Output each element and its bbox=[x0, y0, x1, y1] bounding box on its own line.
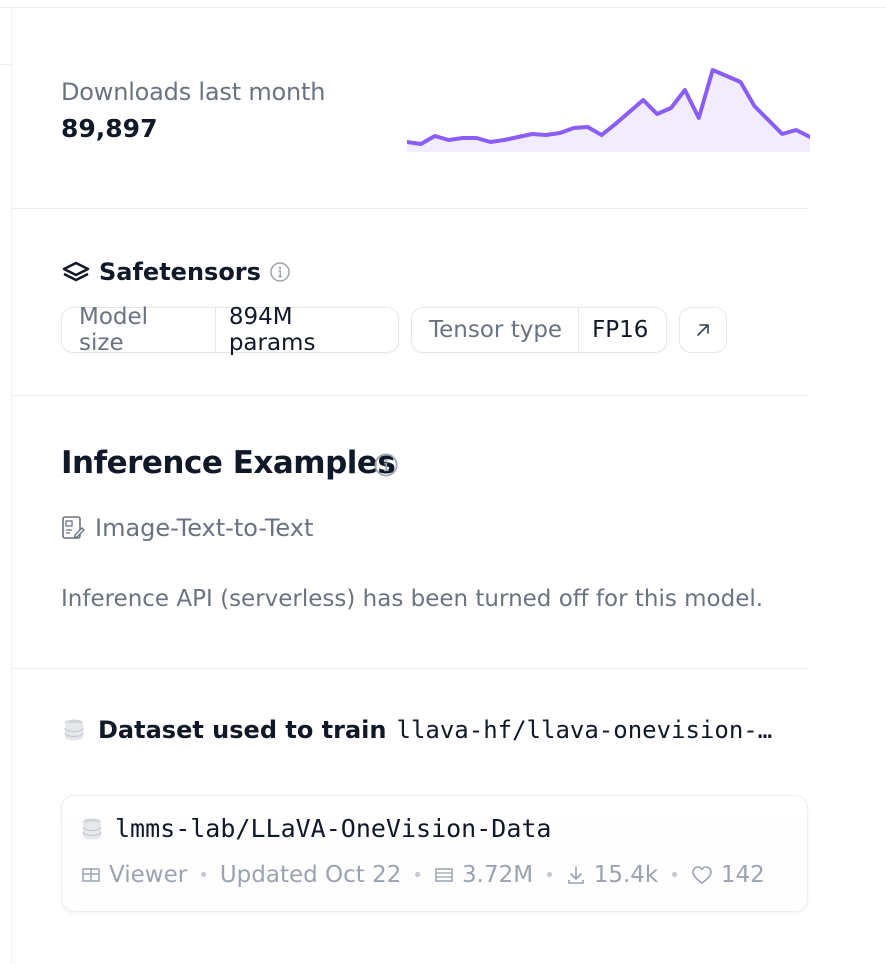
table-icon bbox=[81, 866, 101, 884]
like-count: 142 bbox=[720, 862, 765, 888]
left-stub-divider bbox=[0, 64, 11, 65]
section-divider bbox=[12, 395, 809, 396]
open-safetensors-button[interactable] bbox=[679, 307, 727, 353]
left-divider bbox=[11, 8, 12, 964]
top-divider bbox=[0, 7, 886, 8]
section-divider bbox=[12, 208, 809, 209]
inference-title: Inference Examples bbox=[61, 445, 396, 481]
separator-dot: • bbox=[544, 864, 555, 886]
dataset-name[interactable]: lmms-lab/LLaVA-OneVision-Data bbox=[115, 814, 552, 843]
downloads-count: 89,897 bbox=[61, 114, 158, 143]
download-icon bbox=[566, 865, 586, 885]
info-icon[interactable] bbox=[269, 261, 291, 283]
pipeline-tag-label: Image-Text-to-Text bbox=[95, 514, 314, 542]
heart-icon bbox=[691, 865, 713, 885]
tensor-type-label: Tensor type bbox=[412, 308, 580, 352]
model-size-pill[interactable]: Model size 894M params bbox=[61, 304, 399, 356]
dataset-header: Dataset used to train llava-hf/llava-one… bbox=[63, 716, 772, 744]
inference-status-text: Inference API (serverless) has been turn… bbox=[61, 586, 764, 612]
database-icon bbox=[64, 719, 84, 741]
section-divider bbox=[12, 668, 809, 669]
tensor-type-pill[interactable]: Tensor type FP16 bbox=[411, 307, 667, 353]
viewer-label: Viewer bbox=[109, 862, 188, 888]
safetensors-header: Safetensors bbox=[61, 256, 291, 288]
model-id: llava-hf/llava-onevision-… bbox=[396, 716, 773, 744]
dataset-card[interactable]: lmms-lab/LLaVA-OneVision-Data Viewer • U… bbox=[61, 795, 808, 912]
dataset-title-row: lmms-lab/LLaVA-OneVision-Data bbox=[81, 814, 552, 843]
safetensors-title: Safetensors bbox=[99, 258, 261, 286]
tensor-type-value: FP16 bbox=[592, 317, 649, 343]
pipeline-tag[interactable]: Image-Text-to-Text bbox=[61, 514, 313, 542]
model-size-label: Model size bbox=[62, 304, 216, 356]
database-icon bbox=[82, 818, 102, 839]
layers-icon bbox=[62, 261, 90, 282]
sparkline-area bbox=[407, 70, 810, 152]
model-size-value: 894M params bbox=[228, 304, 316, 356]
row-count: 3.72M bbox=[462, 862, 534, 888]
rows-icon bbox=[434, 866, 454, 884]
sparkline-line bbox=[407, 68, 810, 146]
downloads-label: Downloads last month bbox=[61, 78, 326, 106]
separator-dot: • bbox=[669, 864, 680, 886]
dataset-heading: Dataset used to train bbox=[98, 716, 387, 744]
download-count: 15.4k bbox=[593, 862, 659, 888]
info-icon[interactable] bbox=[373, 452, 399, 478]
arrow-up-right-icon bbox=[697, 324, 709, 336]
image-text-icon bbox=[62, 516, 85, 539]
updated-date: Updated Oct 22 bbox=[219, 862, 402, 888]
separator-dot: • bbox=[198, 864, 209, 886]
downloads-sparkline bbox=[407, 68, 810, 152]
dataset-meta: Viewer • Updated Oct 22 • 3.72M • 15.4k … bbox=[81, 862, 765, 888]
separator-dot: • bbox=[412, 864, 423, 886]
